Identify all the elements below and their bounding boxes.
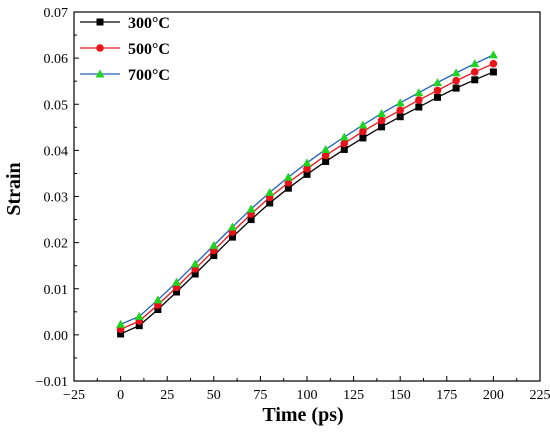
y-tick-label: 0.05 [44,98,69,113]
data-point [209,240,219,249]
x-tick-label: 75 [253,388,267,403]
y-tick-label: 0.00 [44,329,69,344]
x-tick-label: 0 [117,388,124,403]
x-axis-title: Time (ps) [262,404,343,426]
y-axis-title: Strain [3,162,25,215]
legend-label: 500°C [128,41,170,58]
x-tick-label: −25 [63,388,85,403]
data-point [190,259,200,268]
x-tick-label: 200 [483,388,504,403]
data-point [153,295,163,304]
data-point [321,144,331,153]
data-point [340,139,349,148]
data-point [452,76,460,85]
y-tick-label: 0.03 [44,191,69,206]
data-point [135,322,143,330]
y-tick-label: −0.01 [36,375,68,390]
y-tick-label: 0.01 [44,283,69,298]
x-tick-label: 150 [390,388,411,403]
data-point [395,98,405,107]
data-point [283,172,293,181]
series-0 [117,68,497,338]
data-point [415,103,423,111]
data-point [339,132,349,141]
data-point [432,78,442,87]
data-point [117,330,125,338]
data-point [433,86,442,95]
x-tick-label: 225 [530,388,550,403]
data-point [396,113,404,121]
data-point [116,319,126,328]
data-point [451,68,461,77]
data-point [433,93,441,101]
data-point [191,270,199,278]
data-point [303,170,311,178]
plot-area [116,50,498,338]
data-point [246,204,256,213]
data-point [358,120,368,129]
x-tick-label: 25 [160,388,174,403]
x-tick-label: 175 [436,388,457,403]
axes: −25 0 25 50 75 100 125 150 175 200 225 −0.01 0.00 0.0… [36,6,550,403]
legend-label: 700°C [128,67,170,84]
data-point [359,127,367,136]
data-point [173,288,181,296]
legend-marker [96,44,104,52]
data-point [154,306,162,314]
data-point [377,108,387,117]
legend-item: 700°C [80,67,170,84]
y-tick-label: 0.02 [44,237,69,252]
data-point [284,178,293,187]
y-tick-label: 0.06 [44,52,69,67]
data-point [172,277,182,286]
data-point [322,157,330,165]
data-point [303,165,311,173]
data-point [359,134,367,142]
data-point [302,158,312,167]
data-point [489,68,497,76]
data-point [452,84,460,92]
data-point [377,116,386,125]
legend-item: 300°C [80,15,170,32]
data-point [396,106,405,115]
x-tick-label: 125 [343,388,364,403]
data-point [489,59,498,68]
legend: 300°C 500°C 700°C [80,15,170,84]
data-point [471,76,479,84]
legend-marker [96,18,104,26]
data-point [265,187,275,196]
data-point [134,311,144,320]
y-tick-label: 0.04 [44,144,69,159]
x-tick-label: 100 [297,388,318,403]
legend-item: 500°C [80,41,170,58]
data-point [488,50,498,59]
data-point [470,59,480,68]
series-2 [116,50,498,328]
data-point [321,151,330,160]
data-point [415,96,423,104]
data-point [266,199,274,207]
y-tick-label: 0.07 [44,6,69,21]
data-point [378,123,386,131]
data-point [340,145,348,153]
data-point [414,88,424,97]
x-tick-label: 50 [207,388,221,403]
data-point [228,233,236,241]
data-point [227,222,237,231]
legend-label: 300°C [128,15,170,32]
data-point [210,252,218,260]
data-point [284,184,292,192]
data-point [247,216,255,224]
legend-marker [95,69,105,78]
data-point [470,68,479,76]
